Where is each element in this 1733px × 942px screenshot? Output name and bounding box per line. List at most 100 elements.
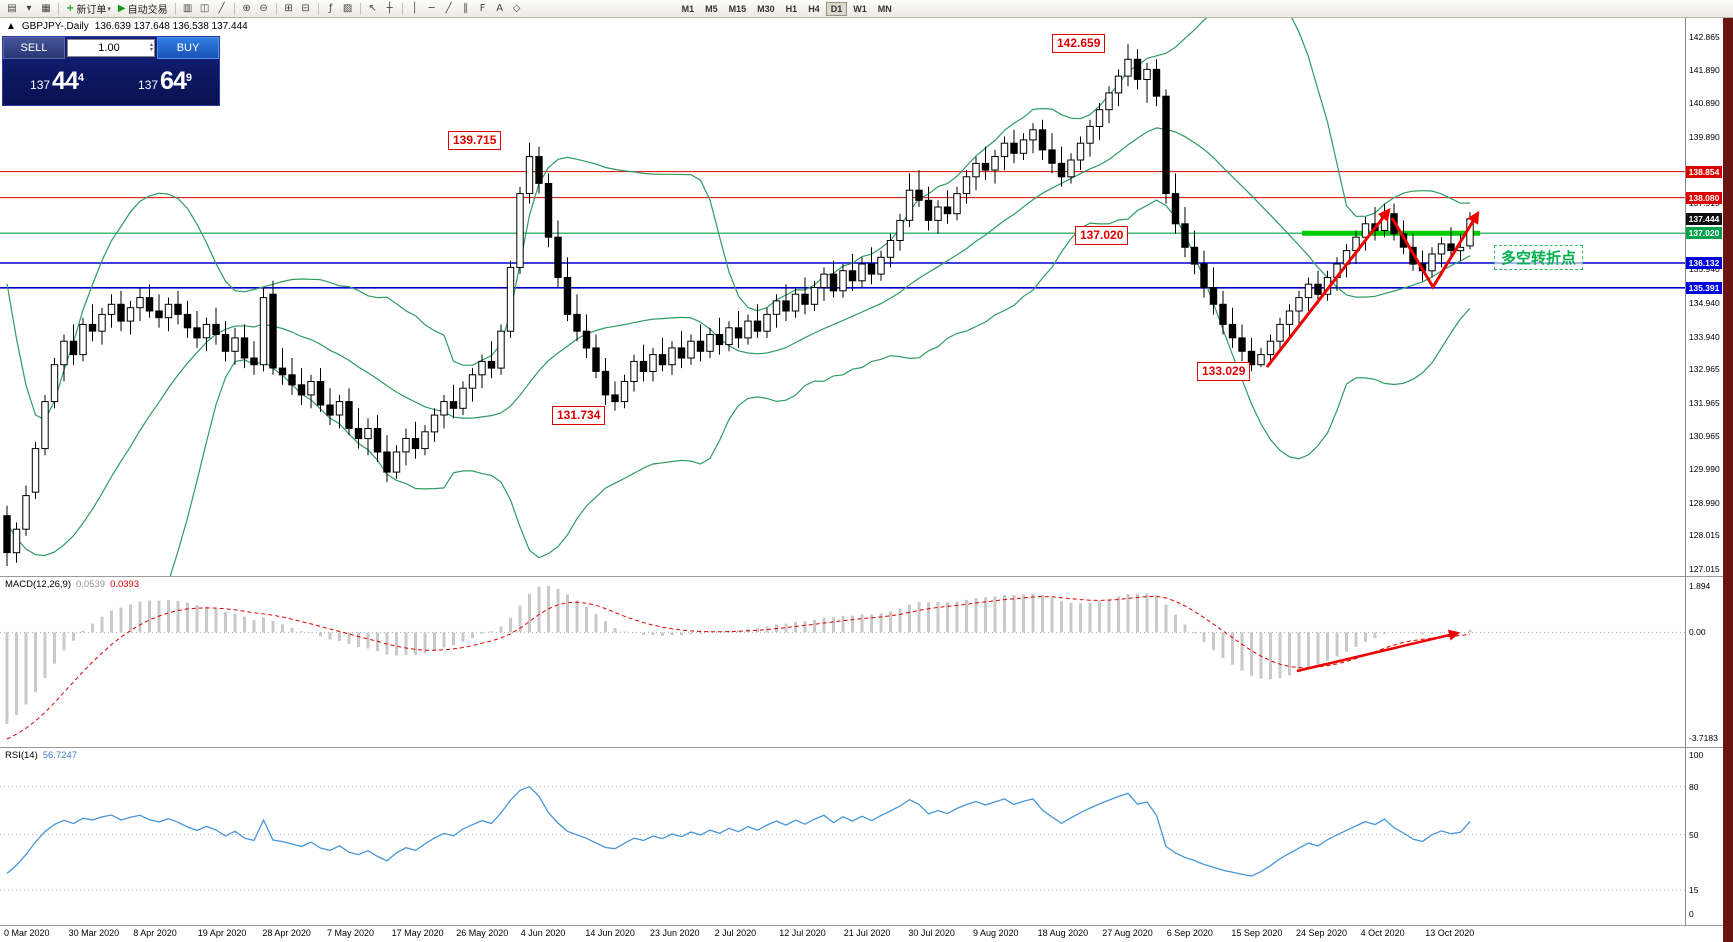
panel-separator[interactable]: [0, 576, 1723, 577]
fibonacci-button[interactable]: F: [475, 1, 491, 16]
volume-field: ▴▾: [67, 39, 155, 57]
zoom-in-button[interactable]: ⊕: [239, 1, 255, 16]
toolbar-separator: [359, 2, 361, 15]
crosshair-button[interactable]: ┼: [382, 1, 398, 16]
trend-annotation[interactable]: 多空转折点: [1494, 245, 1584, 270]
price-callout-label[interactable]: 139.715: [448, 131, 502, 150]
price-axis-tick: 141.890: [1689, 64, 1720, 75]
profiles-button[interactable]: ▦: [38, 1, 54, 16]
candle-body: [639, 360, 648, 372]
price-callout-label[interactable]: 133.029: [1197, 362, 1251, 381]
candle-body: [839, 270, 847, 292]
candle-body: [943, 206, 952, 215]
timeframe-w1-button[interactable]: W1: [848, 2, 872, 16]
time-axis-label: 23 Jun 2020: [650, 928, 700, 938]
candle-body: [725, 327, 733, 346]
timeframe-mn-button[interactable]: MN: [873, 2, 897, 16]
time-axis-label: 17 May 2020: [391, 928, 444, 938]
volume-input[interactable]: [68, 42, 150, 54]
candle-body: [791, 293, 800, 312]
price-axis-tick: 129.990: [1689, 464, 1720, 475]
candle-body: [706, 334, 714, 352]
bar-chart-type-button[interactable]: ▥: [180, 1, 196, 16]
trend-arrow[interactable]: [1265, 208, 1391, 368]
sell-price[interactable]: 137 44 4: [3, 67, 111, 96]
candle-body: [1285, 310, 1294, 325]
price-callout-label[interactable]: 142.659: [1052, 34, 1106, 53]
candle-body: [1447, 243, 1455, 252]
zoom-out-button[interactable]: ⊖: [256, 1, 272, 16]
candle-body: [1304, 283, 1313, 299]
horizontal-line-button[interactable]: ─: [424, 1, 440, 16]
toolbar: ▤ ▾ ▦ + 新订单 ▾ ▶ 自动交易 ▥ ◫ ╱ ⊕ ⊖ ⊞ ⊟ ƒ ▨ ↖ ┼ │ ─ ╱ ∥ F A ◇ M1 M5 M15 M3…: [0, 0, 1733, 18]
trendline-button[interactable]: ╱: [441, 1, 457, 16]
candle-body: [335, 401, 344, 416]
new-chart-button[interactable]: ▤: [4, 1, 20, 16]
timeframe-h1-button[interactable]: H1: [781, 2, 803, 16]
toolbar-separator: [58, 2, 59, 15]
chart-symbol-title: GBPJPY-,Daily: [21, 21, 89, 32]
candle-body: [478, 360, 486, 376]
candle-body: [905, 189, 914, 221]
macd-panel-canvas[interactable]: [0, 576, 1685, 747]
candle-body: [316, 381, 325, 406]
price-axis-tick: 130.965: [1689, 431, 1720, 442]
timeframe-m15-button[interactable]: M15: [724, 2, 752, 16]
new-order-button[interactable]: + 新订单 ▾: [63, 1, 114, 16]
candle-body: [573, 313, 581, 332]
time-axis-label: 12 Jul 2020: [779, 928, 826, 938]
candle-body: [1029, 129, 1037, 141]
price-axis-tick: 134.940: [1689, 297, 1720, 308]
candle-body: [734, 327, 743, 339]
tile-windows-button[interactable]: ⊞: [281, 1, 297, 16]
candle-body: [12, 528, 21, 554]
timeframe-d1-button[interactable]: D1: [825, 1, 848, 16]
new-chart-dropdown[interactable]: ▾: [21, 1, 37, 16]
buy-button[interactable]: BUY: [157, 37, 219, 59]
candle-body: [601, 370, 610, 396]
vertical-scrollbar[interactable]: [1723, 18, 1733, 942]
sell-button[interactable]: SELL: [3, 37, 65, 59]
price-callout-label[interactable]: 131.734: [552, 406, 606, 425]
price-chart-canvas[interactable]: [0, 18, 1685, 576]
buy-price[interactable]: 137 64 9: [111, 67, 219, 96]
autotrading-button[interactable]: ▶ 自动交易: [115, 1, 171, 16]
time-axis-label: 4 Jun 2020: [520, 928, 566, 938]
timeframe-m1-button[interactable]: M1: [677, 2, 700, 16]
candle-body: [136, 297, 144, 309]
candle-chart-type-button[interactable]: ◫: [197, 1, 213, 16]
candle-body: [174, 303, 182, 315]
trend-arrow[interactable]: [1390, 210, 1480, 290]
text-button[interactable]: A: [492, 1, 508, 16]
candle-body: [687, 340, 695, 359]
rsi-panel-canvas[interactable]: [0, 747, 1685, 925]
timeframe-m30-button[interactable]: M30: [752, 2, 780, 16]
price-callout-label[interactable]: 137.020: [1075, 226, 1129, 245]
spin-up-icon[interactable]: ▴: [149, 42, 153, 48]
line-chart-type-button[interactable]: ╱: [214, 1, 230, 16]
spin-down-icon[interactable]: ▾: [149, 47, 153, 53]
volume-spinner[interactable]: ▴ ▾: [149, 42, 154, 53]
time-axis-label: 13 Oct 2020: [1425, 928, 1475, 938]
candle-body: [240, 337, 249, 359]
macd-trend-arrow[interactable]: [1296, 629, 1461, 673]
candle-body: [107, 303, 116, 315]
cascade-windows-button[interactable]: ⊟: [298, 1, 314, 16]
vertical-line-button[interactable]: │: [407, 1, 423, 16]
candle-body: [677, 347, 686, 359]
templates-button[interactable]: ▨: [340, 1, 356, 16]
collapse-trade-panel-icon[interactable]: ▲: [6, 21, 16, 32]
cursor-button[interactable]: ↖: [365, 1, 381, 16]
indicators-button[interactable]: ƒ: [323, 1, 339, 16]
arrows-button[interactable]: ◇: [509, 1, 525, 16]
price-axis-badge: 135.391: [1686, 281, 1722, 294]
candle-body: [164, 303, 173, 319]
timeframe-m5-button[interactable]: M5: [700, 2, 723, 16]
channel-button[interactable]: ∥: [458, 1, 474, 16]
candle-body: [364, 428, 372, 440]
price-axis-badge: 137.020: [1686, 227, 1722, 240]
time-axis-label: 2 Jul 2020: [714, 928, 757, 938]
candle-body: [41, 401, 49, 450]
panel-separator[interactable]: [0, 747, 1723, 748]
timeframe-h4-button[interactable]: H4: [803, 2, 825, 16]
